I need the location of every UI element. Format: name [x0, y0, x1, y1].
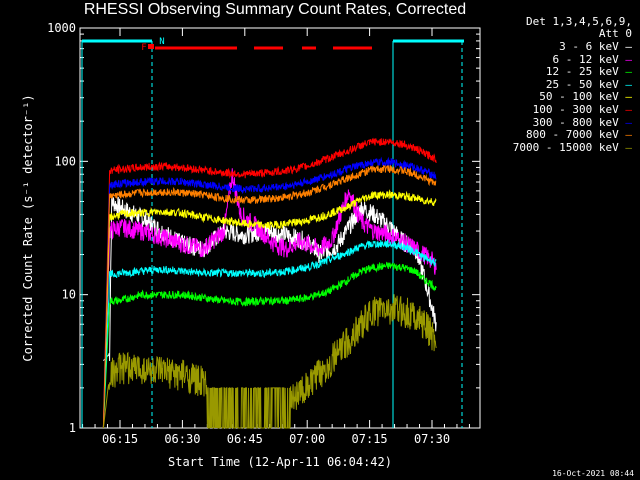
legend-label: 800 - 7000 keV — [526, 128, 626, 142]
legend-swatch: — — [625, 40, 632, 53]
legend-item: 25 - 50 keV — — [546, 78, 632, 91]
legend-item: 6 - 12 keV — — [553, 53, 632, 66]
legend-swatch: — — [625, 90, 632, 104]
series-line — [103, 194, 437, 362]
y-tick-label: 100 — [54, 154, 76, 168]
x-tick-label: 06:30 — [164, 432, 200, 446]
series-line — [102, 189, 437, 429]
series-line — [102, 137, 437, 429]
series-line — [102, 164, 437, 429]
legend-header-line2: Att 0 — [598, 27, 632, 40]
x-tick-label: 07:15 — [352, 432, 388, 446]
legend-swatch: — — [625, 140, 632, 154]
plot-frame — [79, 27, 481, 429]
x-axis-label: Start Time (12-Apr-11 06:04:42) — [168, 455, 392, 469]
legend-item: 50 - 100 keV — — [539, 90, 632, 103]
timestamp: 16-Oct-2021 08:44 — [552, 469, 634, 478]
legend-swatch: — — [625, 103, 632, 116]
x-tick-label: 06:15 — [102, 432, 138, 446]
red-flag-marker — [148, 44, 154, 49]
legend-swatch: — — [625, 65, 632, 79]
legend-item: 800 - 7000 keV — — [526, 128, 632, 141]
y-tick-label: 10 — [62, 288, 76, 302]
legend-swatch: — — [625, 128, 632, 142]
legend-label: 300 - 800 keV — [532, 115, 626, 129]
chart-title: RHESSI Observing Summary Count Rates, Co… — [83, 1, 467, 18]
flag-label-f: F — [141, 43, 146, 53]
x-tick-label: 07:30 — [414, 432, 450, 446]
legend-label: 12 - 25 keV — [545, 65, 626, 79]
legend-label: 3 - 6 keV — [559, 40, 626, 53]
legend-item: 7000 - 15000 keV — — [513, 141, 632, 154]
legend-swatch: — — [625, 52, 632, 66]
y-axis-label: Corrected Count Rate (s⁻¹ detector⁻¹) — [21, 94, 35, 361]
y-tick-label: 1000 — [47, 21, 76, 35]
y-tick-label: 1 — [69, 421, 76, 435]
series-line — [102, 238, 437, 429]
legend-label: 50 - 100 keV — [539, 90, 626, 104]
series-line — [102, 261, 437, 429]
legend-item: 100 - 300 keV — — [533, 103, 632, 116]
legend-label: 6 - 12 keV — [552, 52, 626, 66]
legend-label: 100 - 300 keV — [532, 103, 626, 116]
legend-item: 3 - 6 keV — — [559, 40, 632, 53]
legend-label: 25 - 50 keV — [545, 77, 626, 91]
x-tick-label: 06:45 — [227, 432, 263, 446]
legend-swatch: — — [625, 77, 632, 91]
x-tick-label: 07:00 — [289, 432, 325, 446]
flag-label-n: N — [159, 37, 164, 47]
series-line — [102, 294, 437, 429]
series-line — [102, 156, 437, 429]
series-line — [102, 168, 437, 429]
legend-swatch: — — [625, 115, 632, 129]
legend-item: 12 - 25 keV — — [546, 65, 632, 78]
legend-item: 300 - 800 keV — — [533, 116, 632, 129]
legend-header-line1: Det 1,3,4,5,6,9, — [526, 15, 632, 28]
legend-label: 7000 - 15000 keV — [512, 140, 626, 154]
